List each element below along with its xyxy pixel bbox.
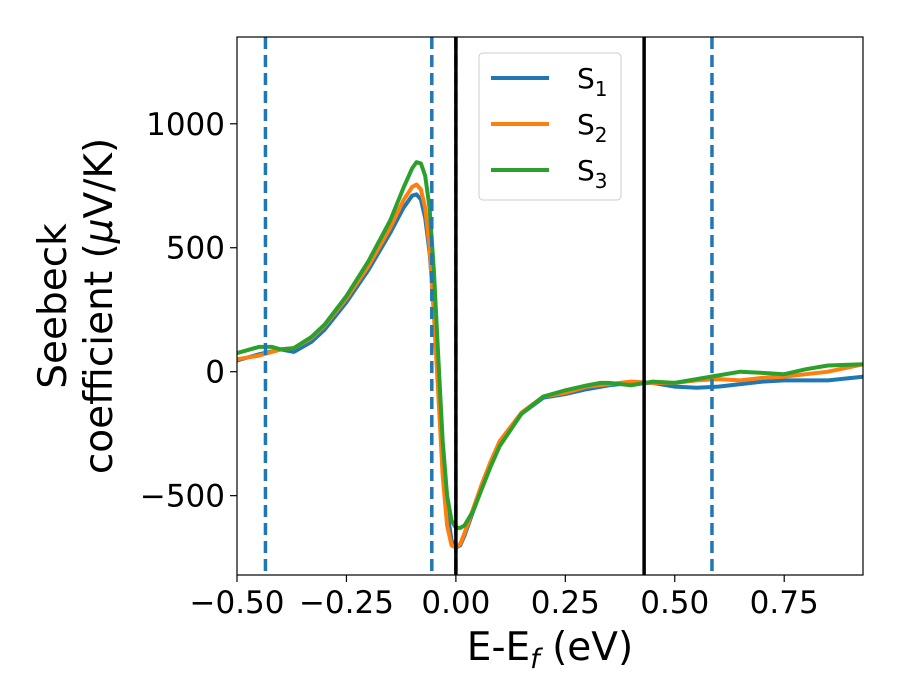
x-tick-label: −0.50 <box>190 585 285 621</box>
series-line-2 <box>237 182 863 550</box>
plot-frame <box>236 36 864 576</box>
y-tick-label: −500 <box>140 479 225 515</box>
x-axis-label: E-Ef (eV) <box>467 625 633 675</box>
x-tick-label: −0.25 <box>299 585 394 621</box>
legend-label-1: S1 <box>577 62 608 101</box>
legend-label-2: S2 <box>577 108 608 147</box>
x-tick-label: 0.00 <box>421 585 490 621</box>
y-tick-label: 500 <box>166 231 225 267</box>
series-line-1 <box>237 192 863 550</box>
legend-items: S1 S2 S3 <box>491 62 608 193</box>
y-tick-label: 1000 <box>146 107 225 143</box>
y-axis-label-line1: Seebeck <box>31 223 76 389</box>
y-tick-label: 0 <box>205 355 225 391</box>
x-axis-ticks: −0.50 −0.25 0.00 0.25 0.50 0.75 <box>190 575 819 621</box>
y-axis-label-line2-post: V/K) <box>77 138 122 219</box>
x-tick-label: 0.25 <box>531 585 600 621</box>
vertical-reference-lines <box>263 37 714 575</box>
y-axis-label-mu: μ <box>77 218 122 244</box>
y-axis-label: Seebeck coefficient (μV/K) <box>31 138 122 474</box>
x-axis-label-main: E-E <box>467 625 530 670</box>
y-axis-label-line2: coefficient (μV/K) <box>77 138 122 474</box>
x-axis-label-unit: (eV) <box>540 625 634 670</box>
x-tick-label: 0.50 <box>640 585 709 621</box>
x-tick-label: 0.75 <box>750 585 819 621</box>
legend-box <box>478 52 622 201</box>
y-axis-ticks: −500 0 500 1000 <box>140 107 237 515</box>
y-axis-label-line2-pre: coefficient ( <box>77 243 122 474</box>
series-line-3 <box>237 160 863 530</box>
legend-label-3: S3 <box>577 154 608 193</box>
legend: S1 S2 S3 <box>478 52 622 201</box>
series-lines <box>237 160 863 550</box>
